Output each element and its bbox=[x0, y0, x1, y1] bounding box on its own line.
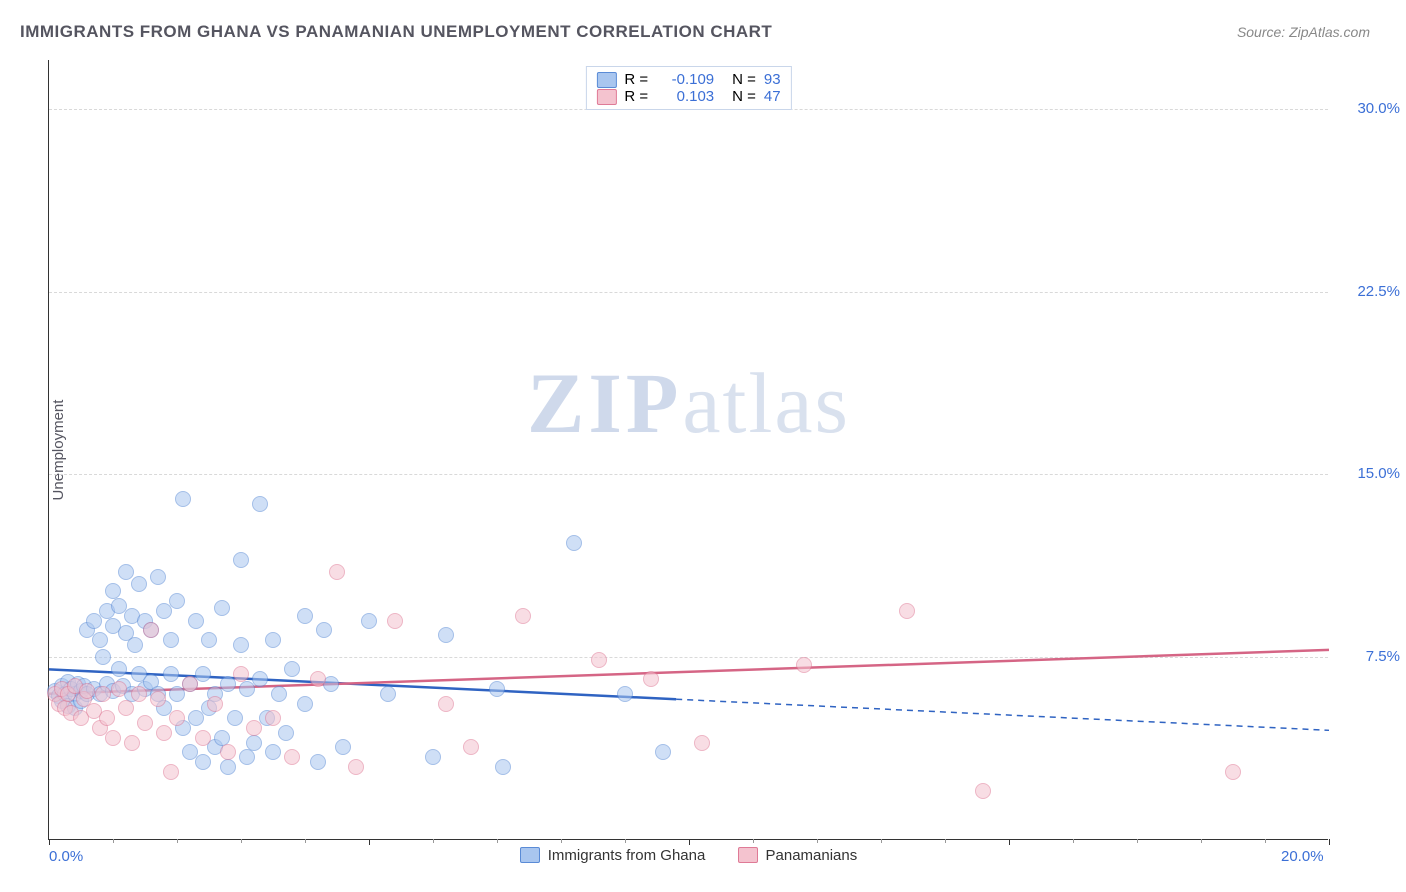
x-tick-minor bbox=[1201, 839, 1202, 843]
x-tick-minor bbox=[817, 839, 818, 843]
y-tick-label: 22.5% bbox=[1336, 283, 1400, 300]
data-point-panama bbox=[131, 686, 147, 702]
data-point-ghana bbox=[188, 613, 204, 629]
data-point-ghana bbox=[195, 754, 211, 770]
x-tick-minor bbox=[1265, 839, 1266, 843]
x-tick-minor bbox=[1137, 839, 1138, 843]
data-point-panama bbox=[591, 652, 607, 668]
x-tick-minor bbox=[561, 839, 562, 843]
x-tick-minor bbox=[113, 839, 114, 843]
legend-item-ghana: Immigrants from Ghana bbox=[520, 847, 706, 864]
data-point-panama bbox=[1225, 764, 1241, 780]
data-point-panama bbox=[150, 691, 166, 707]
legend-label-panama: Panamanians bbox=[766, 847, 858, 864]
data-point-panama bbox=[310, 671, 326, 687]
data-point-panama bbox=[195, 730, 211, 746]
x-tick-minor bbox=[241, 839, 242, 843]
data-point-panama bbox=[899, 603, 915, 619]
data-point-ghana bbox=[233, 552, 249, 568]
data-point-ghana bbox=[380, 686, 396, 702]
data-point-ghana bbox=[131, 576, 147, 592]
x-tick-minor bbox=[881, 839, 882, 843]
y-axis-label-container: Unemployment bbox=[8, 60, 36, 840]
data-point-panama bbox=[182, 676, 198, 692]
data-point-ghana bbox=[163, 666, 179, 682]
legend-item-panama: Panamanians bbox=[738, 847, 858, 864]
data-point-ghana bbox=[489, 681, 505, 697]
data-point-ghana bbox=[566, 535, 582, 551]
swatch-panama bbox=[738, 847, 758, 863]
data-point-ghana bbox=[227, 710, 243, 726]
x-tick-minor bbox=[433, 839, 434, 843]
x-tick bbox=[1329, 839, 1330, 845]
trend-line-ext-ghana bbox=[676, 699, 1329, 730]
data-point-ghana bbox=[163, 632, 179, 648]
data-point-panama bbox=[169, 710, 185, 726]
data-point-panama bbox=[137, 715, 153, 731]
scatter-chart: ZIPatlas 7.5%15.0%22.5%30.0% 0.0%20.0% R… bbox=[48, 60, 1328, 840]
data-point-panama bbox=[387, 613, 403, 629]
data-point-panama bbox=[99, 710, 115, 726]
data-point-ghana bbox=[246, 735, 262, 751]
x-tick-minor bbox=[1073, 839, 1074, 843]
legend-label-ghana: Immigrants from Ghana bbox=[548, 847, 706, 864]
data-point-ghana bbox=[297, 696, 313, 712]
x-tick bbox=[49, 839, 50, 845]
data-point-ghana bbox=[233, 637, 249, 653]
data-point-ghana bbox=[438, 627, 454, 643]
y-tick-label: 15.0% bbox=[1336, 465, 1400, 482]
data-point-ghana bbox=[297, 608, 313, 624]
chart-title: IMMIGRANTS FROM GHANA VS PANAMANIAN UNEM… bbox=[20, 22, 772, 42]
data-point-panama bbox=[207, 696, 223, 712]
data-point-ghana bbox=[214, 730, 230, 746]
y-tick-label: 7.5% bbox=[1336, 648, 1400, 665]
data-point-ghana bbox=[310, 754, 326, 770]
data-point-panama bbox=[694, 735, 710, 751]
data-point-ghana bbox=[361, 613, 377, 629]
data-point-ghana bbox=[118, 564, 134, 580]
data-point-panama bbox=[124, 735, 140, 751]
data-point-panama bbox=[796, 657, 812, 673]
data-point-panama bbox=[163, 764, 179, 780]
x-tick-minor bbox=[945, 839, 946, 843]
data-point-panama bbox=[265, 710, 281, 726]
x-tick bbox=[689, 839, 690, 845]
data-point-panama bbox=[156, 725, 172, 741]
data-point-ghana bbox=[265, 632, 281, 648]
x-tick-minor bbox=[177, 839, 178, 843]
x-tick-minor bbox=[753, 839, 754, 843]
x-tick-minor bbox=[305, 839, 306, 843]
series-legend: Immigrants from Ghana Panamanians bbox=[49, 847, 1328, 868]
source-attribution: Source: ZipAtlas.com bbox=[1237, 24, 1370, 40]
x-tick bbox=[1009, 839, 1010, 845]
data-point-panama bbox=[515, 608, 531, 624]
data-point-panama bbox=[105, 730, 121, 746]
data-point-ghana bbox=[252, 496, 268, 512]
data-point-ghana bbox=[150, 569, 166, 585]
data-point-panama bbox=[348, 759, 364, 775]
data-point-ghana bbox=[169, 593, 185, 609]
x-tick bbox=[369, 839, 370, 845]
data-point-ghana bbox=[220, 759, 236, 775]
y-tick-label: 30.0% bbox=[1336, 100, 1400, 117]
data-point-panama bbox=[329, 564, 345, 580]
data-point-panama bbox=[643, 671, 659, 687]
data-point-panama bbox=[246, 720, 262, 736]
swatch-ghana bbox=[520, 847, 540, 863]
data-point-ghana bbox=[201, 632, 217, 648]
x-tick-minor bbox=[497, 839, 498, 843]
x-tick-minor bbox=[625, 839, 626, 843]
data-point-ghana bbox=[617, 686, 633, 702]
data-point-panama bbox=[438, 696, 454, 712]
data-point-ghana bbox=[278, 725, 294, 741]
data-point-ghana bbox=[425, 749, 441, 765]
